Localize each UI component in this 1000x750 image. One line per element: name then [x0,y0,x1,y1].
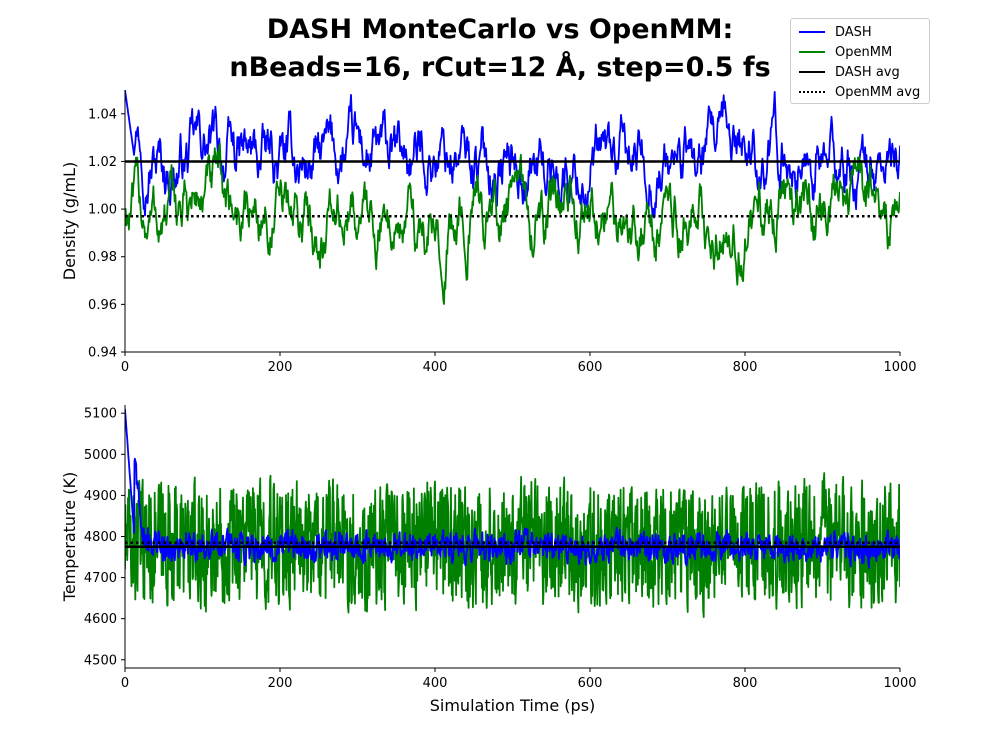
legend-label-dash-avg: DASH avg [835,64,900,80]
x-tick-label: 1000 [883,360,916,375]
y-tick-label: 0.96 [88,298,117,313]
chart-panel-1: 0 200 400 600 800 1000 0.94 0.96 0.98 1.00 1.02 1.0… [60,90,917,375]
y-axis-label: Density (g/mL) [60,162,79,280]
series-line-openmm [125,143,900,305]
plot-area [125,90,900,305]
legend: DASH OpenMM DASH avg OpenMM avg [790,18,930,104]
y-tick-label: 0.98 [88,250,117,265]
x-tick-label: 0 [121,360,129,375]
y-tick-label: 1.02 [88,155,117,170]
x-tick-label: 0 [121,676,129,691]
legend-item-openmm: OpenMM [799,42,892,62]
x-tick-label: 600 [578,676,603,691]
x-tick-label: 400 [423,676,448,691]
y-tick-label: 5100 [84,407,117,422]
x-tick-label: 200 [268,676,293,691]
x-tick-label: 1000 [883,676,916,691]
x-tick-label: 400 [423,360,448,375]
chart-title-line-1: DASH MonteCarlo vs OpenMM: [266,14,734,45]
legend-swatch-dash-avg [799,71,825,73]
legend-item-openmm-avg: OpenMM avg [799,82,920,102]
legend-item-dash: DASH [799,22,872,42]
y-tick-label: 4900 [84,489,117,504]
y-tick-label: 4600 [84,612,117,627]
legend-label-dash: DASH [835,24,872,40]
y-tick-label: 0.94 [88,346,117,361]
y-tick-label: 1.04 [88,107,117,122]
x-tick-label: 800 [733,360,758,375]
x-tick-label: 200 [268,360,293,375]
chart-panel-2: 0 200 400 600 800 1000 4500 4600 4700 4800 4900 500… [60,405,917,715]
y-axis-label: Temperature (K) [60,472,79,602]
legend-label-openmm-avg: OpenMM avg [835,84,921,100]
y-tick-label: 4500 [84,653,117,668]
legend-swatch-dash [799,31,825,33]
x-tick-label: 600 [578,360,603,375]
y-tick-label: 5000 [84,448,117,463]
y-tick-label: 4800 [84,530,117,545]
series-line-dash [125,409,900,569]
legend-item-dash-avg: DASH avg [799,62,900,82]
legend-swatch-openmm [799,51,825,53]
series-line-openmm [125,472,900,618]
y-tick-label: 1.00 [88,203,117,218]
series-line-dash [125,90,900,219]
y-tick-label: 4700 [84,571,117,586]
legend-swatch-openmm-avg [799,91,825,93]
chart-title-line-2: nBeads=16, rCut=12 Å, step=0.5 fs [229,52,771,83]
plot-area [125,409,900,618]
x-tick-label: 800 [733,676,758,691]
x-axis-label: Simulation Time (ps) [430,696,596,715]
legend-label-openmm: OpenMM [835,44,893,60]
